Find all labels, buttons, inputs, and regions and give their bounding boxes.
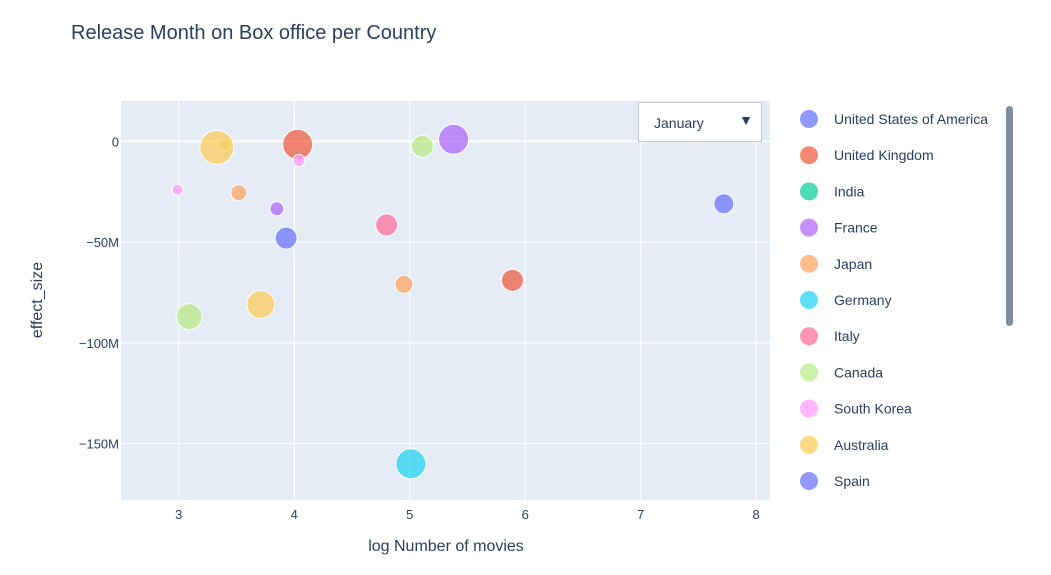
data-point[interactable]	[175, 303, 203, 331]
chart-title: Release Month on Box office per Country	[71, 22, 436, 44]
legend-marker	[800, 146, 818, 165]
x-tick-label: 6	[522, 507, 529, 522]
data-point[interactable]	[375, 213, 399, 237]
legend-label: Australia	[834, 437, 889, 453]
legend-item[interactable]: France	[800, 218, 878, 237]
legend-label: Canada	[834, 364, 883, 380]
data-point[interactable]	[274, 226, 298, 250]
data-point[interactable]	[246, 290, 276, 320]
legend-item[interactable]: United Kingdom	[800, 146, 934, 165]
month-dropdown[interactable]: January ▼	[638, 102, 762, 142]
legend-marker	[800, 182, 818, 201]
y-tick-label: −150M	[79, 437, 119, 452]
legend-marker	[800, 399, 818, 418]
legend-item[interactable]: Japan	[800, 254, 872, 273]
legend-label: Italy	[834, 328, 860, 344]
legend-marker	[800, 472, 818, 490]
legend-marker	[800, 110, 818, 128]
x-axis-label: log Number of movies	[368, 538, 524, 555]
legend-item[interactable]: India	[800, 182, 865, 201]
data-point[interactable]	[394, 274, 414, 294]
legend-marker	[800, 363, 818, 382]
legend-marker	[800, 435, 818, 454]
legend-item[interactable]: Italy	[800, 327, 860, 346]
dropdown-arrow-icon: ▼	[739, 112, 753, 128]
data-point[interactable]	[199, 129, 235, 165]
data-point[interactable]	[171, 183, 184, 196]
x-axis-ticks: 3 4 5 6 7 8	[175, 507, 760, 522]
y-axis-label: effect_size	[29, 262, 46, 338]
y-axis-ticks: 0 −50M −100M −150M	[79, 134, 119, 451]
legend-item[interactable]: South Korea	[800, 399, 912, 418]
legend-label: Spain	[834, 473, 870, 489]
legend-marker	[800, 218, 818, 237]
x-tick-label: 3	[175, 507, 182, 522]
legend-item[interactable]: Australia	[800, 435, 889, 454]
data-point[interactable]	[292, 153, 306, 167]
data-point[interactable]	[230, 184, 248, 202]
legend-item[interactable]: United States of America	[800, 110, 988, 128]
legend-label: Germany	[834, 292, 892, 308]
legend-marker	[800, 254, 818, 273]
legend-label: South Korea	[834, 401, 912, 417]
legend-scrollbar[interactable]	[1006, 106, 1013, 326]
data-point[interactable]	[500, 268, 524, 292]
legend-label: India	[834, 183, 865, 199]
plot-area	[121, 101, 770, 500]
y-tick-label: 0	[112, 134, 119, 149]
x-tick-label: 8	[753, 507, 760, 522]
legend-marker	[800, 291, 818, 309]
data-point[interactable]	[410, 134, 434, 158]
data-point[interactable]	[269, 201, 285, 217]
legend-item[interactable]: Spain	[800, 472, 870, 490]
y-tick-label: −100M	[79, 336, 119, 351]
dropdown-selected-value: January	[654, 115, 704, 131]
legend-item[interactable]: Germany	[800, 291, 892, 309]
legend-label: United States of America	[834, 111, 988, 127]
x-tick-label: 7	[637, 507, 644, 522]
data-point[interactable]	[713, 193, 735, 215]
data-points	[171, 123, 735, 480]
y-tick-label: −50M	[86, 235, 119, 250]
x-tick-label: 4	[291, 507, 298, 522]
legend-label: France	[834, 220, 878, 236]
legend-label: Japan	[834, 256, 872, 272]
x-tick-label: 5	[406, 507, 413, 522]
legend-item[interactable]: Canada	[800, 363, 883, 382]
legend-label: United Kingdom	[834, 147, 934, 163]
data-point[interactable]	[438, 123, 470, 155]
legend-marker	[800, 327, 818, 346]
data-point[interactable]	[395, 448, 427, 480]
legend: United States of America United Kingdom In…	[800, 110, 988, 490]
